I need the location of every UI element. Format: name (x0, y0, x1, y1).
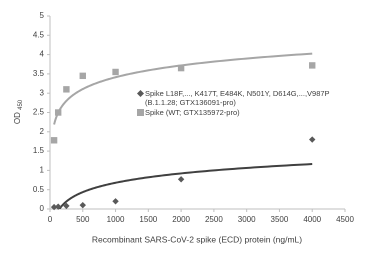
x-tick-label: 2000 (172, 215, 190, 224)
data-point (63, 202, 70, 210)
plot-area (53, 52, 313, 209)
data-point (79, 72, 86, 80)
data-point (177, 176, 185, 183)
x-tick-label: 0 (48, 215, 53, 224)
x-tick-label: 500 (76, 215, 90, 224)
y-label-sub: 450 (18, 99, 24, 110)
y-axis-label: OD 450 (13, 99, 23, 124)
y-tick-label: 2.5 (33, 108, 45, 117)
x-axis-label: Recombinant SARS-CoV-2 spike (ECD) prote… (92, 234, 302, 244)
legend-entry: Spike (WT; GTX135972-pro) (135, 108, 334, 117)
legend-symbol (135, 108, 145, 116)
trend-line (58, 163, 313, 209)
data-point (112, 68, 119, 76)
y-tick-label: 3 (40, 88, 45, 97)
x-tick-label: 1500 (139, 215, 157, 224)
legend-symbol (135, 89, 145, 97)
y-tick-label: 1 (40, 166, 45, 175)
y-tick-label: 4.5 (33, 30, 45, 39)
data-point (309, 62, 316, 69)
y-tick-label: 4 (40, 50, 45, 59)
data-point (50, 137, 58, 144)
data-point (79, 201, 86, 209)
x-tick-label: 3500 (271, 215, 289, 224)
legend-label: Spike (WT; GTX135972-pro) (145, 108, 240, 117)
data-point (177, 64, 185, 72)
y-tick-label: 1.5 (33, 146, 45, 155)
y-label-main: OD (13, 112, 22, 124)
data-point (63, 86, 70, 93)
y-tick-label: 0.5 (33, 185, 45, 194)
data-point (54, 109, 62, 116)
x-tick-label: 4000 (303, 215, 321, 224)
y-tick-label: 2 (40, 127, 45, 136)
y-tick-label: 5 (40, 11, 45, 20)
x-tick-label: 2500 (205, 215, 223, 224)
data-point (309, 136, 316, 143)
data-point (50, 203, 58, 211)
legend-label: Spike L18F,..., K417T, E484K, N501Y, D61… (145, 89, 330, 107)
legend-entry: Spike L18F,..., K417T, E484K, N501Y, D61… (135, 89, 334, 107)
data-point (112, 198, 119, 205)
x-tick-label: 4500 (336, 215, 354, 224)
y-tick-label: 0 (40, 204, 45, 213)
data-point (54, 203, 62, 210)
x-tick-label: 1000 (107, 215, 125, 224)
x-tick-label: 3000 (238, 215, 256, 224)
legend: Spike L18F,..., K417T, E484K, N501Y, D61… (132, 86, 337, 120)
y-tick-label: 3.5 (33, 69, 45, 78)
